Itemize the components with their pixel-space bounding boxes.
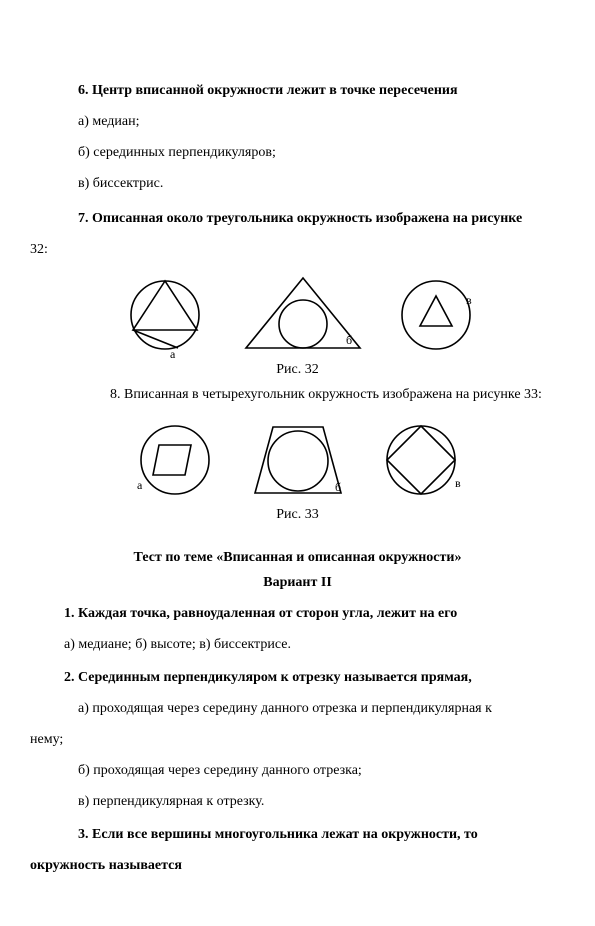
fig32-caption: Рис. 32 bbox=[50, 362, 545, 378]
fig33-caption: Рис. 33 bbox=[50, 507, 545, 523]
fig33-a-label: а bbox=[137, 478, 143, 492]
fig32-a: а bbox=[110, 270, 220, 360]
v2q1-stem: 1. Каждая точка, равноудаленная от сторо… bbox=[50, 603, 545, 624]
fig32-a-label: а bbox=[170, 347, 176, 360]
v2q2-b: б) проходящая через середину данного отр… bbox=[50, 760, 545, 781]
q7-cont: 32: bbox=[30, 239, 545, 260]
fig33-c-label: в bbox=[455, 476, 461, 490]
fig33-b-label: б bbox=[335, 480, 341, 494]
fig32-b-label: б bbox=[346, 333, 352, 347]
v2q2-c: в) перпендикулярная к отрезку. bbox=[50, 791, 545, 812]
variant-title: Тест по теме «Вписанная и описанная окру… bbox=[50, 547, 545, 568]
v2q2-a2: нему; bbox=[30, 729, 545, 750]
v2q1-opts: а) медиане; б) высоте; в) биссектрисе. bbox=[50, 634, 545, 655]
q8-stem: 8. Вписанная в четырехугольник окружност… bbox=[50, 384, 545, 405]
figure-33-row: а б в bbox=[50, 415, 545, 505]
fig33-a: а bbox=[125, 415, 225, 505]
figure-32-row: а б в bbox=[50, 270, 545, 360]
fig32-c: в bbox=[386, 270, 486, 360]
variant-subtitle: Вариант II bbox=[50, 572, 545, 593]
q6-opt-a: а) медиан; bbox=[50, 111, 545, 132]
v2q2-a1: а) проходящая через середину данного отр… bbox=[50, 698, 545, 719]
fig33-c: в bbox=[371, 415, 471, 505]
q7-stem: 7. Описанная около треугольника окружнос… bbox=[50, 208, 545, 229]
fig32-c-label: в bbox=[466, 293, 472, 307]
fig32-b: б bbox=[238, 270, 368, 360]
q6-opt-c: в) биссектрис. bbox=[50, 173, 545, 194]
v2q3-stem2: окружность называется bbox=[30, 855, 545, 876]
fig33-b: б bbox=[243, 415, 353, 505]
q6-stem: 6. Центр вписанной окружности лежит в то… bbox=[50, 80, 545, 101]
v2q2-stem: 2. Серединным перпендикуляром к отрезку … bbox=[50, 667, 545, 688]
q6-opt-b: б) серединных перпендикуляров; bbox=[50, 142, 545, 163]
